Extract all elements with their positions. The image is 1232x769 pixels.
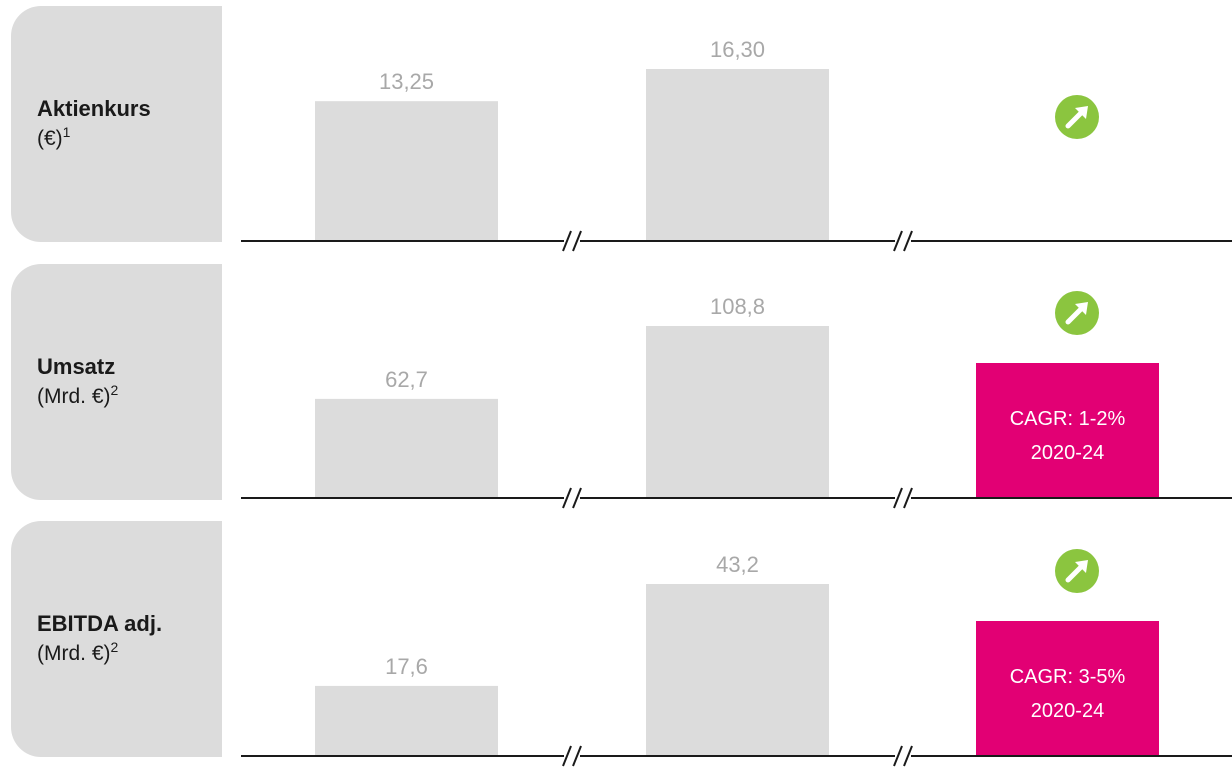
metric-unit-text: (Mrd. €)	[37, 642, 111, 665]
metric-unit-text: (€)	[37, 127, 63, 150]
metric-unit: (Mrd. €)2	[37, 639, 162, 669]
bar	[315, 101, 498, 241]
bar	[646, 326, 829, 498]
footnote-marker: 2	[110, 639, 119, 655]
axis-break-icon	[893, 745, 913, 767]
cagr-period: 2020-24	[1031, 700, 1104, 722]
axis-break-icon	[562, 230, 582, 252]
cagr-label: CAGR: 1-2%	[1010, 408, 1126, 430]
cagr-period: 2020-24	[1031, 442, 1104, 464]
bar-value-label: 13,25	[379, 69, 434, 94]
footnote-marker: 2	[110, 382, 119, 398]
bar-value-label: 43,2	[716, 552, 759, 577]
metric-label: Umsatz (Mrd. €)2	[37, 352, 118, 412]
axis-break-icon	[562, 487, 582, 509]
metric-label-card: Aktienkurs (€)1	[11, 6, 222, 242]
arrow-up-right-icon	[1055, 291, 1099, 335]
bar	[646, 584, 829, 756]
cagr-box	[976, 621, 1159, 756]
metric-label: EBITDA adj. (Mrd. €)2	[37, 609, 162, 669]
metric-unit: (€)1	[37, 124, 151, 154]
metric-name: Umsatz	[37, 354, 116, 379]
metric-label: Aktienkurs (€)1	[37, 94, 151, 154]
metric-name: Aktienkurs	[37, 96, 151, 121]
bar	[646, 69, 829, 241]
metric-unit-text: (Mrd. €)	[37, 385, 111, 408]
bar-value-label: 17,6	[385, 654, 428, 679]
bar-value-label: 108,8	[710, 294, 765, 319]
footnote-marker: 1	[62, 124, 71, 140]
arrow-up-right-icon	[1055, 95, 1099, 139]
metric-name: EBITDA adj.	[37, 611, 163, 636]
cagr-label: CAGR: 3-5%	[1010, 666, 1126, 688]
cagr-box	[976, 363, 1159, 498]
axis-break-icon	[893, 487, 913, 509]
bar	[315, 398, 498, 498]
axis-break-icon	[893, 230, 913, 252]
arrow-up-right-icon	[1055, 549, 1099, 593]
metric-label-card: Umsatz (Mrd. €)2	[11, 264, 222, 500]
bar-value-label: 62,7	[385, 367, 428, 392]
bar-value-label: 16,30	[710, 37, 765, 62]
metric-label-card: EBITDA adj. (Mrd. €)2	[11, 521, 222, 757]
metric-unit: (Mrd. €)2	[37, 382, 118, 412]
axis-break-icon	[562, 745, 582, 767]
bar	[315, 685, 498, 756]
